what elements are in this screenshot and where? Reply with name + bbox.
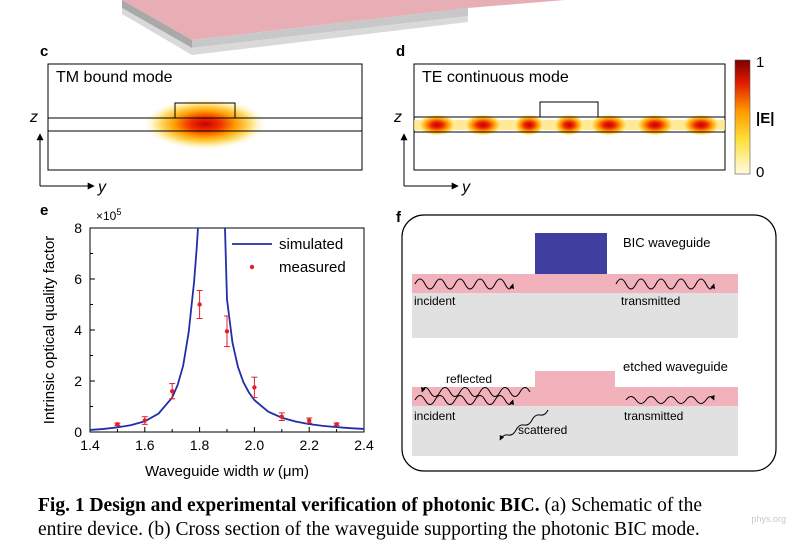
device-schematic-fragment [122, 0, 565, 55]
colorbar-min-label: 0 [756, 164, 764, 181]
te-mode-lobe [553, 114, 585, 136]
panel-e-letter: e [40, 202, 48, 219]
z-axis-label: z [29, 109, 38, 126]
caption-line1: (a) Schematic of the [539, 495, 703, 516]
te-mode-lobe [417, 114, 457, 136]
ridge-outline [539, 101, 599, 117]
te-mode-lobe [681, 114, 721, 136]
y-tick-label: 2 [74, 373, 82, 389]
series-simulated-line [90, 228, 364, 431]
transmitted-label: transmitted [624, 409, 683, 423]
measured-point [224, 329, 230, 334]
panel-c-title: TM bound mode [56, 69, 173, 86]
transmitted-label: transmitted [621, 294, 680, 308]
incident-label: incident [414, 409, 456, 423]
te-mode-lobe [635, 114, 675, 136]
colorbar: 1 0 |E| [734, 54, 774, 181]
transmitted-wave [615, 278, 716, 290]
z-axis-label: z [393, 109, 402, 126]
measured-point [252, 385, 257, 390]
y-tick-label: 6 [74, 271, 82, 287]
x-axis-title-var: w [263, 463, 275, 480]
etched-waveguide-label: etched waveguide [623, 359, 728, 374]
te-mode-lobe [463, 114, 503, 136]
substrate [412, 292, 738, 338]
colorbar-gradient [734, 59, 751, 175]
x-tick-label: 2.4 [354, 437, 374, 453]
x-axis-title-unit: (μm) [274, 463, 309, 480]
reflected-wave [421, 386, 531, 397]
x-tick-label: 1.6 [135, 437, 155, 453]
y-axis-label: y [97, 179, 107, 196]
bic-waveguide [535, 233, 607, 274]
substrate [412, 405, 738, 456]
measured-point [115, 422, 120, 427]
caption-bold: Fig. 1 Design and experimental verificat… [38, 495, 540, 516]
te-mode-lobe [513, 114, 545, 136]
slab-layer [412, 274, 738, 293]
y-tick-label: 8 [74, 220, 82, 236]
y-axis-label: y [461, 179, 471, 196]
measured-point [142, 418, 147, 423]
legend-simulated-label: simulated [279, 236, 343, 253]
x-axis-title: Waveguide width w (μm) [145, 463, 309, 480]
y-multiplier-exp: 5 [116, 207, 121, 217]
reflected-label: reflected [446, 372, 492, 386]
measured-point [307, 418, 312, 423]
y-multiplier: ×105 [96, 207, 121, 223]
panel-d-title: TE continuous mode [422, 69, 569, 86]
legend-measured-swatch [249, 264, 255, 270]
incident-label: incident [414, 294, 456, 308]
chart-plot-area: 1.4 1.6 1.8 2.0 2.2 2.4 0 2 4 6 8 simulated measured [74, 220, 374, 453]
etched-waveguide [535, 371, 615, 388]
incident-wave [414, 278, 515, 290]
colorbar-quantity-label: |E| [756, 110, 774, 127]
watermark: phys.org [751, 514, 786, 524]
x-tick-label: 2.0 [245, 437, 265, 453]
bic-waveguide-label: BIC waveguide [623, 235, 710, 250]
x-tick-label: 2.2 [299, 437, 319, 453]
transmitted-wave [625, 394, 715, 404]
measured-point [197, 302, 202, 307]
x-tick-label: 1.4 [80, 437, 100, 453]
x-axis-title-main: Waveguide width [145, 463, 263, 480]
scattered-label: scattered [518, 423, 567, 437]
x-tick-label: 1.8 [190, 437, 210, 453]
tm-mode-field [143, 98, 267, 150]
incident-wave [414, 395, 514, 406]
y-axis-title: Intrinsic optical quality factor [41, 236, 58, 424]
te-mode-lobes [417, 114, 721, 136]
y-tick-label: 0 [74, 424, 82, 440]
panel-d: d TE continuous mode z y [393, 43, 726, 196]
scattered-wave [499, 409, 549, 441]
measured-point [334, 422, 339, 427]
figure-canvas: c TM bound mode z y d TE continuous mode… [29, 0, 777, 480]
y-multiplier-base: ×10 [96, 209, 117, 223]
panel-f-letter: f [396, 209, 402, 226]
y-tick-label: 4 [74, 322, 82, 338]
measured-point [170, 389, 175, 394]
figure-caption: Fig. 1 Design and experimental verificat… [38, 494, 790, 542]
legend-measured-label: measured [279, 259, 346, 276]
panel-c-letter: c [40, 43, 48, 60]
ridge-outline [174, 102, 236, 118]
panel-c: c TM bound mode z y [29, 43, 363, 196]
te-mode-lobe [589, 114, 629, 136]
colorbar-max-label: 1 [756, 54, 764, 71]
measured-point [279, 414, 284, 419]
panel-e: e ×105 Intrinsic optical quality factor … [40, 202, 374, 480]
panel-f: f BIC waveguide incident transmitted etc… [396, 209, 777, 472]
panel-d-letter: d [396, 43, 405, 60]
